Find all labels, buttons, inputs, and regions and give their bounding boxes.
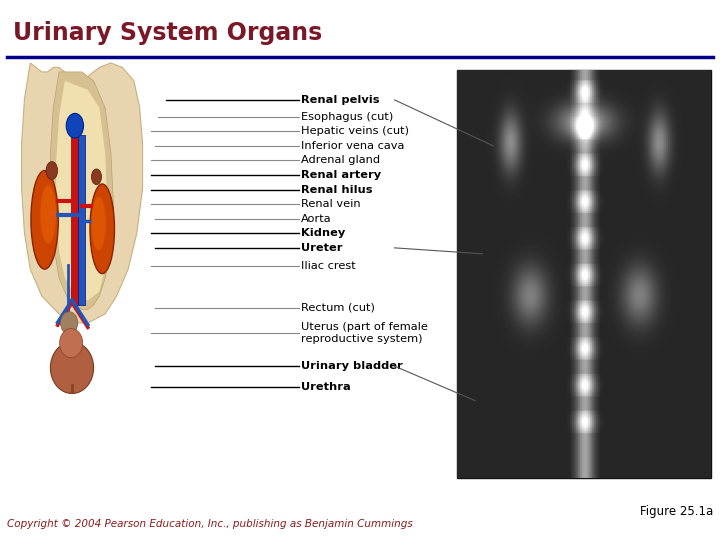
Text: Urinary bladder: Urinary bladder xyxy=(301,361,402,371)
Text: Renal vein: Renal vein xyxy=(301,199,361,209)
FancyBboxPatch shape xyxy=(457,70,711,478)
Ellipse shape xyxy=(60,312,78,334)
Text: Uterus (part of female
reproductive system): Uterus (part of female reproductive syst… xyxy=(301,322,428,344)
Ellipse shape xyxy=(40,185,56,244)
Text: Ureter: Ureter xyxy=(301,243,343,253)
Ellipse shape xyxy=(50,342,94,394)
FancyBboxPatch shape xyxy=(71,134,78,305)
Text: Renal hilus: Renal hilus xyxy=(301,185,372,194)
FancyBboxPatch shape xyxy=(78,134,85,305)
Text: Urethra: Urethra xyxy=(301,382,351,392)
Text: Urinary System Organs: Urinary System Organs xyxy=(13,21,323,44)
Ellipse shape xyxy=(91,197,106,250)
Text: Rectum (cut): Rectum (cut) xyxy=(301,303,375,313)
Text: Inferior vena cava: Inferior vena cava xyxy=(301,141,405,151)
Text: Kidney: Kidney xyxy=(301,228,345,238)
Ellipse shape xyxy=(46,161,58,179)
Ellipse shape xyxy=(90,184,114,274)
Text: Esophagus (cut): Esophagus (cut) xyxy=(301,112,393,122)
FancyBboxPatch shape xyxy=(7,54,295,502)
Ellipse shape xyxy=(91,169,102,185)
Ellipse shape xyxy=(60,328,83,357)
Text: Renal pelvis: Renal pelvis xyxy=(301,95,379,105)
Ellipse shape xyxy=(31,171,58,269)
Text: Renal artery: Renal artery xyxy=(301,170,381,180)
Ellipse shape xyxy=(66,113,84,138)
Polygon shape xyxy=(56,81,108,300)
Text: Iliac crest: Iliac crest xyxy=(301,261,356,271)
Polygon shape xyxy=(50,72,114,309)
Polygon shape xyxy=(22,63,143,323)
Text: Figure 25.1a: Figure 25.1a xyxy=(639,505,713,518)
Text: Copyright © 2004 Pearson Education, Inc., publishing as Benjamin Cummings: Copyright © 2004 Pearson Education, Inc.… xyxy=(7,519,413,529)
Text: Hepatic veins (cut): Hepatic veins (cut) xyxy=(301,126,409,136)
Text: Adrenal gland: Adrenal gland xyxy=(301,156,380,165)
Text: Aorta: Aorta xyxy=(301,214,332,224)
